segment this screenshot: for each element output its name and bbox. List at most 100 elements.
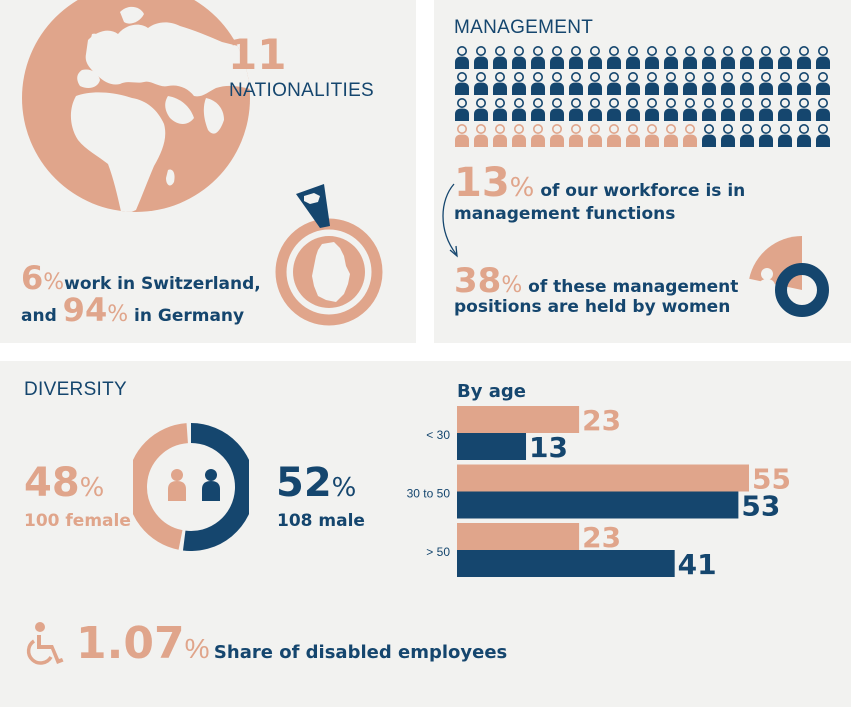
pct-sign: % xyxy=(331,473,357,503)
person-icon xyxy=(512,97,526,121)
category-label: 30 to 50 xyxy=(407,487,451,501)
chart-title: By age xyxy=(457,381,526,402)
person-icon xyxy=(512,71,526,95)
nationalities-label: NATIONALITIES xyxy=(229,80,375,101)
female-label: 100 female xyxy=(24,511,131,531)
people-grid xyxy=(455,46,830,147)
person-icon xyxy=(702,97,716,121)
bar-value-label: 41 xyxy=(678,548,717,581)
person-icon xyxy=(645,97,659,121)
person-icon xyxy=(740,97,754,121)
bar xyxy=(457,433,527,460)
person-icon xyxy=(588,71,602,95)
person-icon xyxy=(816,97,830,121)
male-label: 108 male xyxy=(277,511,365,531)
gender-donut xyxy=(133,423,249,551)
bar xyxy=(457,523,580,550)
switzerland-line: 6%work in Switzerland, xyxy=(21,258,261,304)
pct-sign: % xyxy=(509,173,535,203)
category-label: > 50 xyxy=(426,545,450,559)
bar-value-label: 13 xyxy=(529,431,568,464)
person-icon xyxy=(455,97,469,121)
person-icon xyxy=(626,46,640,69)
woman-icon xyxy=(759,268,775,296)
person-icon xyxy=(816,71,830,95)
pct-sign: % xyxy=(107,302,129,327)
women-share-wedge xyxy=(749,236,802,290)
germany-pct: 94 xyxy=(62,291,108,329)
women-text-2: positions are held by women xyxy=(454,297,731,317)
person-icon xyxy=(816,124,830,147)
bar xyxy=(457,491,739,519)
person-icon xyxy=(588,97,602,121)
person-icon xyxy=(474,46,488,69)
male-pct-line: 52% xyxy=(276,461,356,510)
person-icon xyxy=(664,97,678,121)
person-icon-woman xyxy=(645,124,659,147)
person-icon-woman xyxy=(550,124,564,147)
male-arc xyxy=(182,423,249,551)
person-icon xyxy=(474,97,488,121)
workforce-line-1: 13% of our workforce is in xyxy=(454,160,745,214)
female-arc xyxy=(133,423,189,550)
country-share-ring xyxy=(275,184,383,326)
disabled-pct: 1.07 xyxy=(76,618,185,669)
person-icon xyxy=(493,46,507,69)
person-icon xyxy=(778,71,792,95)
person-icon xyxy=(778,46,792,69)
person-icon-woman xyxy=(531,124,545,147)
person-icon xyxy=(683,46,697,69)
male-person-icon xyxy=(202,469,220,501)
person-icon xyxy=(626,71,640,95)
person-icon xyxy=(493,97,507,121)
person-icon xyxy=(759,124,773,147)
person-icon xyxy=(512,46,526,69)
disabled-line: 1.07% Share of disabled employees xyxy=(76,617,507,681)
bar-value-label: 23 xyxy=(582,521,621,554)
person-icon xyxy=(664,71,678,95)
management-panel: MANAGEMENT 13% of our workforce is in ma… xyxy=(434,0,851,343)
germany-line: and 94% in Germany xyxy=(21,290,244,336)
person-icon xyxy=(721,124,735,147)
pct-sign: % xyxy=(501,273,523,298)
person-icon xyxy=(721,46,735,69)
person-icon xyxy=(759,97,773,121)
person-icon xyxy=(569,71,583,95)
person-icon xyxy=(531,97,545,121)
person-icon xyxy=(797,97,811,121)
women-pct: 38 xyxy=(454,261,502,301)
person-icon xyxy=(474,71,488,95)
person-icon-woman xyxy=(626,124,640,147)
person-icon xyxy=(759,46,773,69)
person-icon xyxy=(550,97,564,121)
bar xyxy=(457,464,749,492)
switzerland-wedge xyxy=(296,184,330,228)
women-line-1: 38% of these management xyxy=(454,258,738,310)
germany-text: in Germany xyxy=(134,306,245,326)
diversity-title: DIVERSITY xyxy=(24,379,127,400)
person-icon xyxy=(778,97,792,121)
category-label: < 30 xyxy=(426,428,450,442)
person-icon xyxy=(797,71,811,95)
person-icon-woman xyxy=(493,124,507,147)
disabled-label: Share of disabled employees xyxy=(213,642,508,663)
person-icon xyxy=(740,71,754,95)
person-icon xyxy=(664,46,678,69)
female-pct-line: 48% xyxy=(24,461,104,510)
workforce-text-1: of our workforce is in xyxy=(540,181,746,201)
and-text: and xyxy=(21,306,57,326)
switzerland-map-icon xyxy=(304,193,320,204)
person-icon xyxy=(588,46,602,69)
bar-value-label: 23 xyxy=(582,406,621,437)
bar-value-label: 55 xyxy=(752,463,791,496)
person-icon-woman xyxy=(588,124,602,147)
person-icon xyxy=(702,46,716,69)
person-icon-woman xyxy=(607,124,621,147)
bar-value-label: 53 xyxy=(741,490,780,523)
globe-icon xyxy=(22,0,250,212)
person-icon xyxy=(550,46,564,69)
pct-sign: % xyxy=(79,473,105,503)
person-icon xyxy=(607,71,621,95)
person-icon xyxy=(759,71,773,95)
